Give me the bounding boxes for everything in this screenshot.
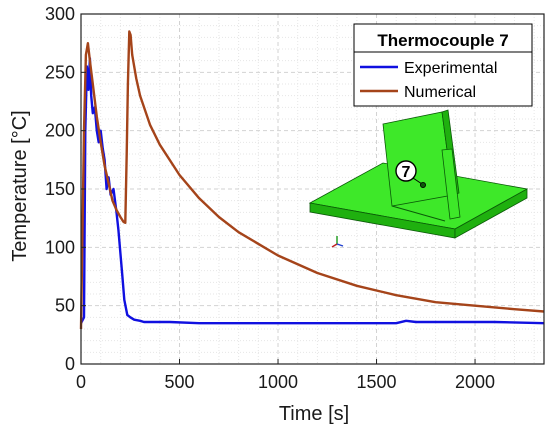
y-tick-label: 200 <box>45 121 75 141</box>
legend: Thermocouple 7 Experimental Numerical <box>353 23 533 107</box>
y-tick-label: 250 <box>45 62 75 82</box>
inset-weld-line <box>391 205 446 222</box>
legend-box <box>353 23 533 107</box>
legend-title: Thermocouple 7 <box>377 31 508 50</box>
axis-ticks: 0 500 1000 1500 2000 0 50 100 150 200 250 300 <box>45 4 495 392</box>
series-lines <box>79 30 545 330</box>
x-axis-label: Time [s] <box>279 403 349 425</box>
x-tick-label: 500 <box>164 372 194 392</box>
series-line-experimental <box>79 57 545 325</box>
x-tick-label: 1500 <box>357 372 397 392</box>
weld-joint-inset: 7 <box>308 109 529 248</box>
y-tick-label: 300 <box>45 4 75 24</box>
legend-label-experimental: Experimental <box>404 60 497 77</box>
inset-web-plate <box>382 111 454 207</box>
y-tick-label: 100 <box>45 237 75 257</box>
y-tick-label: 150 <box>45 179 75 199</box>
thermocouple-label-circle <box>395 160 417 182</box>
thermocouple-label: 7 <box>402 164 411 181</box>
y-tick-label: 50 <box>55 296 75 316</box>
legend-label-numerical: Numerical <box>404 84 476 101</box>
y-tick-label: 0 <box>65 354 75 374</box>
series-line-numerical <box>79 30 545 330</box>
inset-base-plate-right <box>454 188 528 239</box>
y-axis-label: Temperature [°C] <box>9 110 31 261</box>
inset-stiffener <box>441 148 461 220</box>
x-tick-label: 2000 <box>455 372 495 392</box>
x-tick-label: 0 <box>76 372 86 392</box>
thermocouple-point <box>419 181 426 188</box>
axis-triad-icon <box>331 236 344 248</box>
x-tick-label: 1000 <box>258 372 298 392</box>
